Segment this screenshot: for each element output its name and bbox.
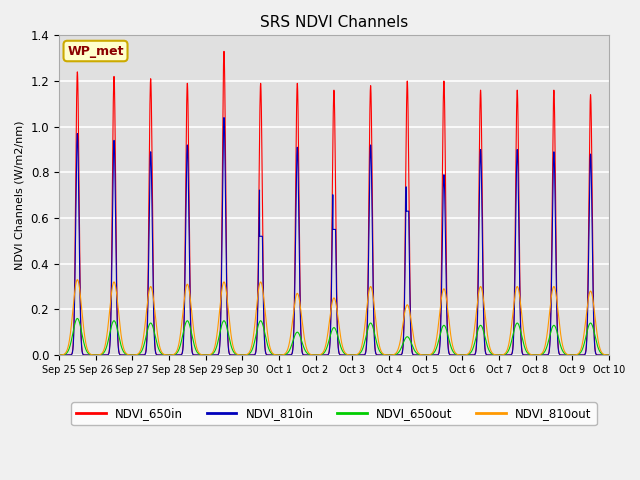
NDVI_650out [167, 352, 175, 358]
NDVI_810in [605, 352, 612, 358]
NDVI_810out [173, 348, 180, 354]
NDVI_650in [410, 352, 418, 358]
NDVI_650out [55, 352, 63, 358]
NDVI_810in [220, 115, 228, 120]
NDVI_650in [220, 48, 228, 54]
NDVI_650in [55, 352, 63, 358]
NDVI_650out [410, 346, 418, 352]
Y-axis label: NDVI Channels (W/m2/nm): NDVI Channels (W/m2/nm) [15, 120, 25, 270]
NDVI_810out [55, 352, 63, 358]
NDVI_650in [488, 352, 496, 358]
NDVI_810in [173, 352, 180, 358]
Line: NDVI_650out: NDVI_650out [59, 318, 609, 355]
NDVI_650out [488, 351, 496, 357]
Line: NDVI_650in: NDVI_650in [59, 51, 609, 355]
NDVI_650out [261, 331, 269, 336]
NDVI_810out [488, 349, 496, 355]
NDVI_810in [488, 352, 496, 358]
NDVI_650in [173, 352, 180, 358]
NDVI_650out [74, 315, 81, 321]
Line: NDVI_810in: NDVI_810in [59, 118, 609, 355]
NDVI_810out [167, 352, 175, 358]
NDVI_810out [603, 352, 611, 358]
NDVI_810in [261, 345, 269, 350]
NDVI_650in [603, 352, 611, 358]
NDVI_650in [261, 343, 269, 348]
NDVI_650out [603, 352, 611, 358]
Text: WP_met: WP_met [67, 45, 124, 58]
NDVI_810in [603, 352, 611, 358]
NDVI_650in [167, 352, 175, 358]
Legend: NDVI_650in, NDVI_810in, NDVI_650out, NDVI_810out: NDVI_650in, NDVI_810in, NDVI_650out, NDV… [72, 402, 596, 425]
NDVI_810in [167, 352, 175, 358]
NDVI_650out [173, 350, 180, 356]
NDVI_650out [605, 352, 612, 358]
NDVI_810in [55, 352, 63, 358]
NDVI_810out [261, 307, 269, 312]
NDVI_650in [605, 352, 612, 358]
NDVI_810in [410, 352, 418, 358]
Line: NDVI_810out: NDVI_810out [59, 280, 609, 355]
Title: SRS NDVI Channels: SRS NDVI Channels [260, 15, 408, 30]
NDVI_810out [605, 352, 612, 358]
NDVI_810out [74, 277, 81, 283]
NDVI_810out [410, 336, 418, 341]
